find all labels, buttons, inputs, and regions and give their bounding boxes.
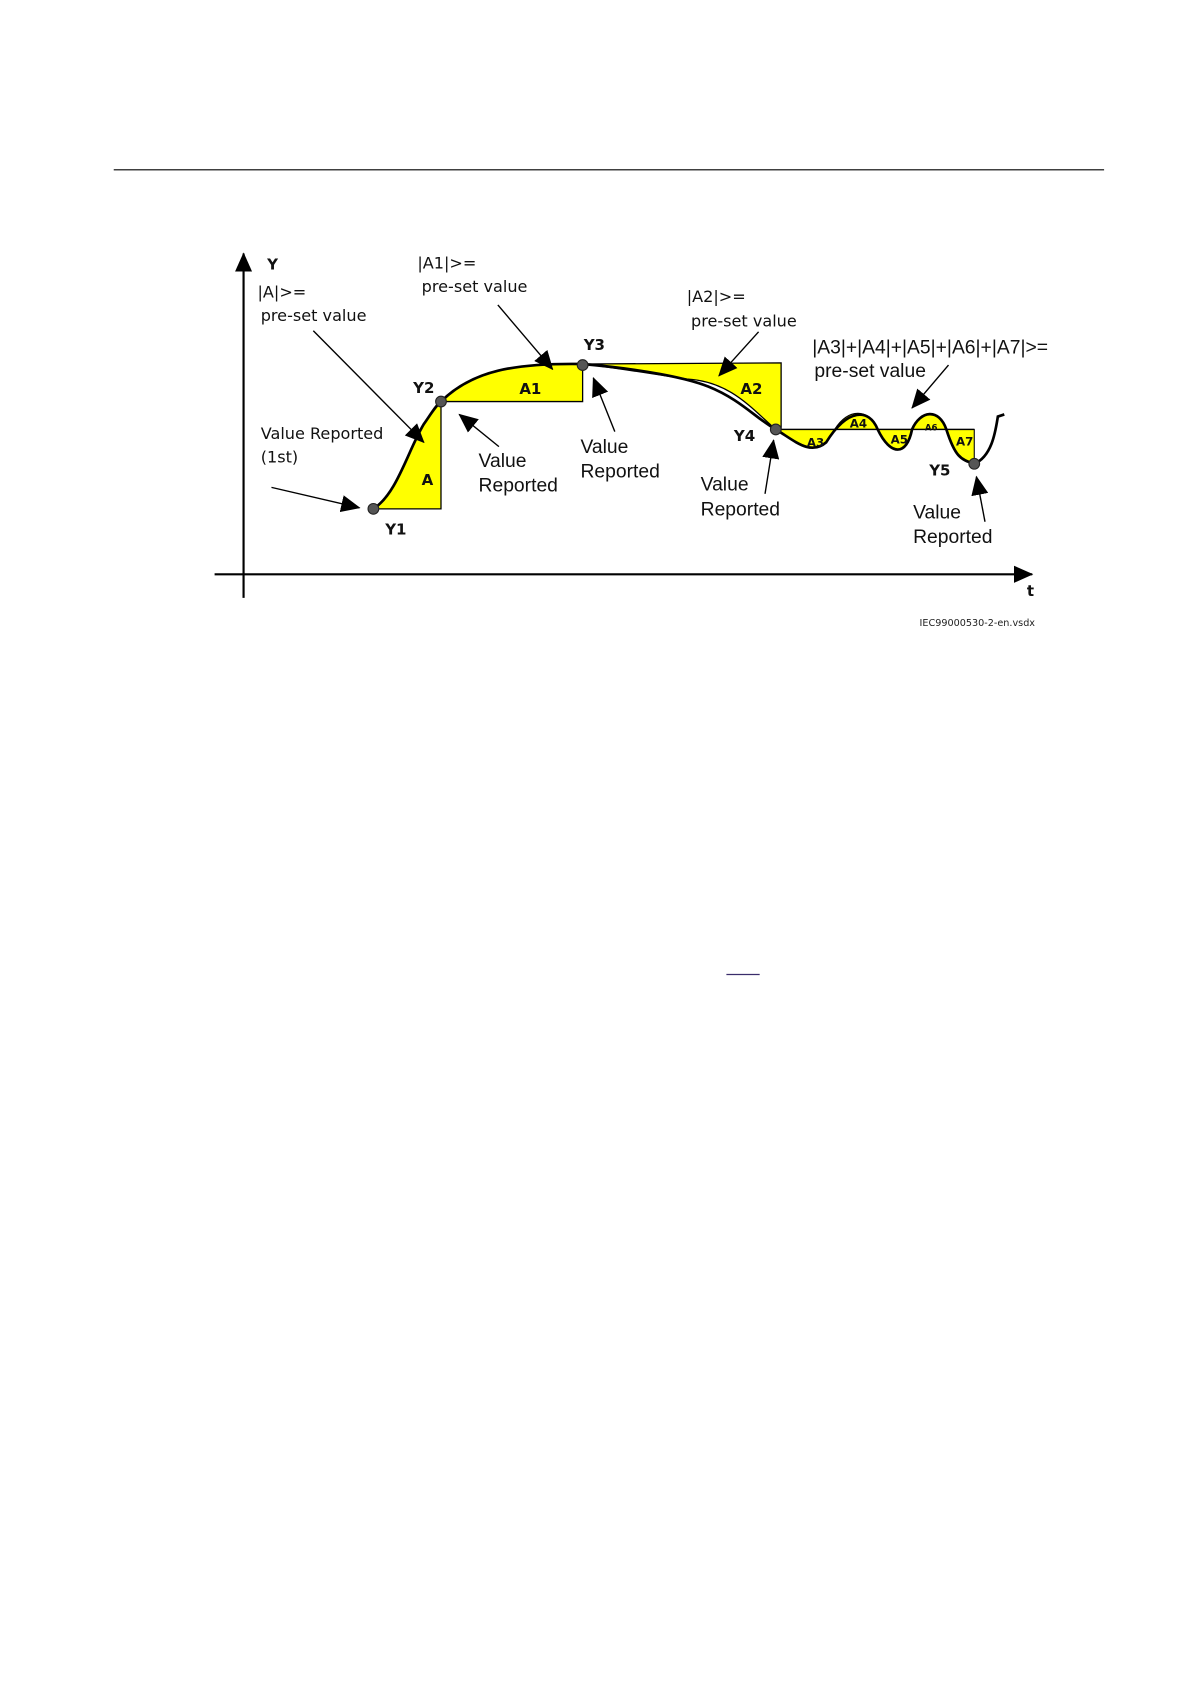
arrow-y3-report	[592, 376, 616, 432]
area-a3-a7	[773, 413, 975, 465]
label-area-a6: A6	[925, 424, 938, 434]
condition-a2-preset: pre-set value	[691, 311, 797, 330]
arrow-y5-report	[971, 475, 989, 522]
condition-a1-preset: pre-set value	[422, 277, 528, 296]
label-area-a7: A7	[956, 435, 973, 449]
label-area-a4: A4	[850, 416, 867, 430]
annotation-y2-value: Value	[479, 451, 527, 472]
area-a1	[439, 363, 584, 403]
x-axis-label: t	[1027, 582, 1034, 600]
point-y3	[576, 359, 589, 371]
point-y4	[769, 423, 782, 436]
label-area-a5: A5	[891, 432, 908, 446]
annotation-y3-reported: Reported	[580, 462, 659, 483]
label-y2: Y2	[412, 379, 434, 397]
condition-a1: |A1|>=	[417, 253, 476, 272]
annotation-y5-reported: Reported	[913, 527, 992, 548]
annotation-y4-value: Value	[701, 475, 749, 496]
condition-a-preset: pre-set value	[261, 306, 367, 325]
arrow-condition-a3-a7	[911, 364, 950, 409]
point-y1	[367, 502, 380, 515]
label-y1: Y1	[384, 521, 406, 539]
label-area-a2: A2	[740, 380, 762, 398]
label-area-a: A	[422, 471, 434, 489]
label-y4: Y4	[733, 427, 755, 445]
arrow-condition-a	[312, 330, 425, 444]
condition-a3-a7-preset: pre-set value	[814, 361, 926, 382]
point-y5	[968, 457, 981, 470]
annotation-y4-reported: Reported	[701, 499, 780, 520]
annotation-first-report-sub: (1st)	[261, 448, 298, 467]
arrow-condition-a2	[718, 331, 760, 377]
label-area-a1: A1	[519, 380, 541, 398]
label-area-a3: A3	[807, 436, 824, 450]
point-y2	[435, 395, 447, 408]
arrow-y2-report	[458, 413, 500, 448]
report-points	[367, 359, 981, 515]
condition-a3-a7: |A3|+|A4|+|A5|+|A6|+|A7|>=	[812, 337, 1048, 358]
annotation-y5-value: Value	[913, 502, 961, 523]
annotation-first-report: Value Reported	[261, 424, 384, 443]
arrow-first-report	[271, 486, 361, 513]
arrow-condition-a1	[497, 304, 554, 371]
arrow-y4-report	[762, 439, 780, 494]
condition-a2: |A2|>=	[687, 287, 746, 306]
pointer-arrows	[271, 304, 989, 522]
label-y3: Y3	[583, 336, 605, 354]
annotation-y2-reported: Reported	[479, 476, 558, 497]
file-caption: IEC99000530-2-en.vsdx	[920, 618, 1036, 629]
annotation-y3-value: Value	[580, 437, 628, 458]
condition-a: |A|>=	[258, 282, 307, 301]
y-axis-label: Y	[266, 256, 279, 274]
label-y5: Y5	[928, 462, 950, 480]
